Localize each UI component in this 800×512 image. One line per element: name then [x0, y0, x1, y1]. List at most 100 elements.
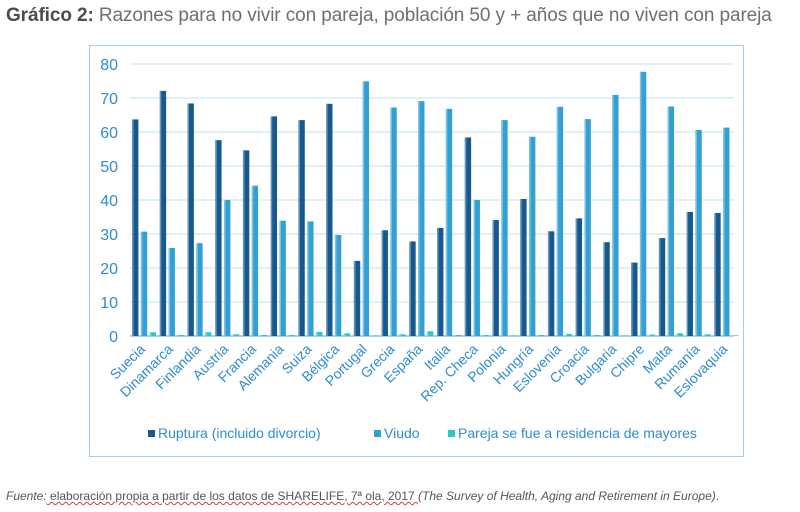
- bar-highlight: [140, 231, 143, 336]
- bar-highlight: [223, 200, 226, 336]
- bar: [426, 331, 434, 336]
- bar-highlight: [482, 334, 484, 336]
- bar: [537, 334, 545, 336]
- y-tick-label: 20: [100, 261, 118, 278]
- bar: [667, 106, 675, 336]
- bar-highlight: [556, 106, 559, 336]
- bar: [686, 211, 693, 336]
- legend-swatch: [148, 430, 155, 437]
- bar: [631, 262, 638, 336]
- bar-highlight: [731, 335, 734, 336]
- bar: [298, 120, 305, 336]
- bar-highlight: [575, 218, 578, 336]
- bar-highlight: [584, 119, 587, 336]
- y-tick-label: 30: [100, 227, 118, 244]
- bar-highlight: [270, 116, 273, 336]
- legend-label: Ruptura (incluido divorcio): [158, 425, 321, 441]
- legend-label: Pareja se fue a residencia de mayores: [458, 425, 697, 441]
- bar-highlight: [620, 335, 623, 336]
- bar-highlight: [159, 90, 162, 336]
- bar-highlight: [537, 334, 540, 336]
- bar-highlight: [242, 150, 245, 336]
- bars: [132, 71, 739, 336]
- bar-highlight: [132, 119, 134, 336]
- bar: [270, 116, 278, 336]
- bar-highlight: [251, 185, 254, 336]
- bar-highlight: [658, 238, 661, 336]
- bar-highlight: [492, 220, 495, 336]
- bar-highlight: [362, 81, 365, 336]
- bar-highlight: [426, 331, 429, 336]
- bar: [565, 333, 572, 336]
- bar-highlight: [232, 334, 235, 336]
- bar-highlight: [593, 334, 595, 336]
- bar: [620, 335, 628, 336]
- bar-highlight: [168, 247, 171, 336]
- bar-highlight: [390, 107, 392, 336]
- bar-highlight: [714, 212, 716, 336]
- bar: [260, 334, 267, 336]
- bar-highlight: [298, 120, 300, 336]
- bar: [723, 127, 730, 336]
- bar: [334, 235, 342, 336]
- bar: [177, 334, 184, 336]
- bar: [223, 200, 231, 336]
- bar-highlight: [149, 332, 152, 336]
- legend: Ruptura (incluido divorcio) Viudo Pareja s…: [148, 425, 697, 441]
- bar: [593, 334, 600, 336]
- bar: [215, 140, 222, 336]
- bar: [658, 238, 666, 336]
- bar-highlight: [501, 120, 503, 336]
- bar-highlight: [409, 241, 411, 336]
- bar: [492, 220, 499, 336]
- bar: [326, 103, 333, 336]
- bar: [464, 137, 472, 336]
- bar-highlight: [723, 127, 725, 336]
- bar: [556, 106, 564, 336]
- bar-highlight: [177, 334, 179, 336]
- bar: [547, 231, 555, 336]
- y-tick-label: 80: [100, 57, 118, 74]
- bar: [343, 333, 351, 336]
- bar-highlight: [547, 231, 550, 336]
- y-axis-ticks: 0 10 20 30 40 50 60 70 80: [100, 57, 118, 346]
- source-text: elaboración propia a partir de los datos…: [46, 489, 419, 503]
- grid-lines: [130, 63, 734, 337]
- bar-highlight: [648, 334, 651, 336]
- bar-highlight: [612, 94, 614, 336]
- figure-title: Gráfico 2: Razones para no vivir con par…: [6, 5, 796, 27]
- bar-highlight: [205, 332, 207, 336]
- y-tick-label: 0: [109, 329, 118, 346]
- chart-panel: 0 10 20 30 40 50 60 70 80 Suecia Dinamarca Finland…: [89, 45, 744, 457]
- bar-highlight: [196, 243, 198, 336]
- bar: [381, 230, 388, 336]
- bar: [584, 119, 591, 336]
- bar: [704, 334, 711, 336]
- bar: [242, 150, 250, 336]
- legend-swatch: [448, 430, 455, 437]
- bar-highlight: [418, 101, 420, 336]
- bar-highlight: [445, 108, 448, 336]
- bar-highlight: [343, 333, 346, 336]
- bar-highlight: [288, 334, 290, 336]
- bar-highlight: [381, 230, 384, 336]
- bar-highlight: [473, 200, 476, 336]
- bar-highlight: [603, 242, 605, 336]
- y-tick-label: 60: [100, 125, 118, 142]
- bar: [196, 243, 203, 336]
- bar-highlight: [326, 103, 328, 336]
- bar-highlight: [510, 335, 512, 336]
- bar: [731, 335, 739, 336]
- bar: [575, 218, 583, 336]
- bar-highlight: [437, 227, 439, 336]
- bar: [714, 212, 721, 336]
- bar: [399, 334, 406, 336]
- bar: [520, 198, 527, 336]
- bar-highlight: [667, 106, 670, 336]
- bar: [528, 136, 536, 336]
- bar: [149, 332, 156, 336]
- bar-highlight: [686, 211, 689, 336]
- bar: [612, 94, 619, 336]
- bar-highlight: [676, 333, 679, 336]
- bar-highlight: [454, 334, 457, 336]
